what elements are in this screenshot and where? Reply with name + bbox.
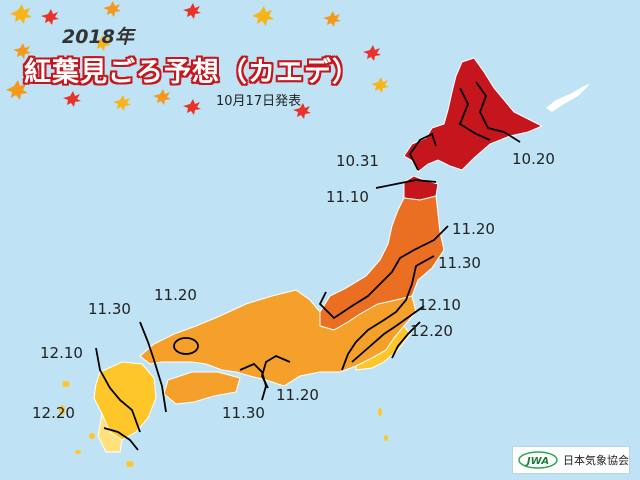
shikoku-region xyxy=(163,371,241,405)
isoline-11-20-west xyxy=(173,337,199,355)
label-10-20: 10.20 xyxy=(512,150,555,168)
issue-date: 10月17日発表 xyxy=(216,94,302,109)
label-11-30-kinki: 11.30 xyxy=(222,404,265,422)
hokkaido-region xyxy=(403,57,544,173)
page-title: 紅葉見ごろ予想（カエデ） xyxy=(24,57,360,88)
isoline-11-20-north xyxy=(318,225,449,320)
label-12-20-east: 12.20 xyxy=(410,322,453,340)
isoline-12-20-east xyxy=(391,321,421,359)
isoline-11-30-kinki xyxy=(239,362,267,401)
isoline-12-10-east xyxy=(351,305,425,363)
jwa-logo-icon: JWA xyxy=(518,451,558,469)
brand-badge: JWA 日本気象協会 xyxy=(512,446,630,474)
isoline-11-30-north xyxy=(341,255,435,371)
isoline-12-10-west xyxy=(95,347,141,433)
central-honshu-region xyxy=(139,289,417,387)
label-11-30-west: 11.30 xyxy=(88,300,131,318)
label-11-20-north: 11.20 xyxy=(452,220,495,238)
label-12-20-west: 12.20 xyxy=(32,404,75,422)
isoline-10-20-b xyxy=(458,87,491,141)
brand-logo-text: JWA xyxy=(525,456,549,467)
label-11-20-west: 11.20 xyxy=(154,286,197,304)
kyushu-region xyxy=(93,361,157,441)
label-12-10-west: 12.10 xyxy=(40,344,83,362)
isoline-10-31 xyxy=(408,132,437,171)
brand-name: 日本気象協会 xyxy=(563,454,629,467)
northern-islands xyxy=(546,84,590,112)
isolines xyxy=(95,81,521,451)
label-12-10-east: 12.10 xyxy=(418,296,461,314)
isoline-12-20-west xyxy=(103,427,139,451)
label-11-10: 11.10 xyxy=(326,188,369,206)
label-11-30-north: 11.30 xyxy=(438,254,481,272)
label-11-20-kinki: 11.20 xyxy=(276,386,319,404)
label-10-31: 10.31 xyxy=(336,152,379,170)
isoline-10-20 xyxy=(475,81,521,143)
maple-leaf-decoration xyxy=(6,1,389,119)
kyushu-south-region xyxy=(97,412,123,453)
southern-islands xyxy=(59,381,388,467)
isoline-11-30-west xyxy=(139,321,167,413)
pacific-coast-region xyxy=(355,325,411,371)
isoline-11-10 xyxy=(375,179,437,189)
title-year: 2018年 xyxy=(62,26,134,48)
